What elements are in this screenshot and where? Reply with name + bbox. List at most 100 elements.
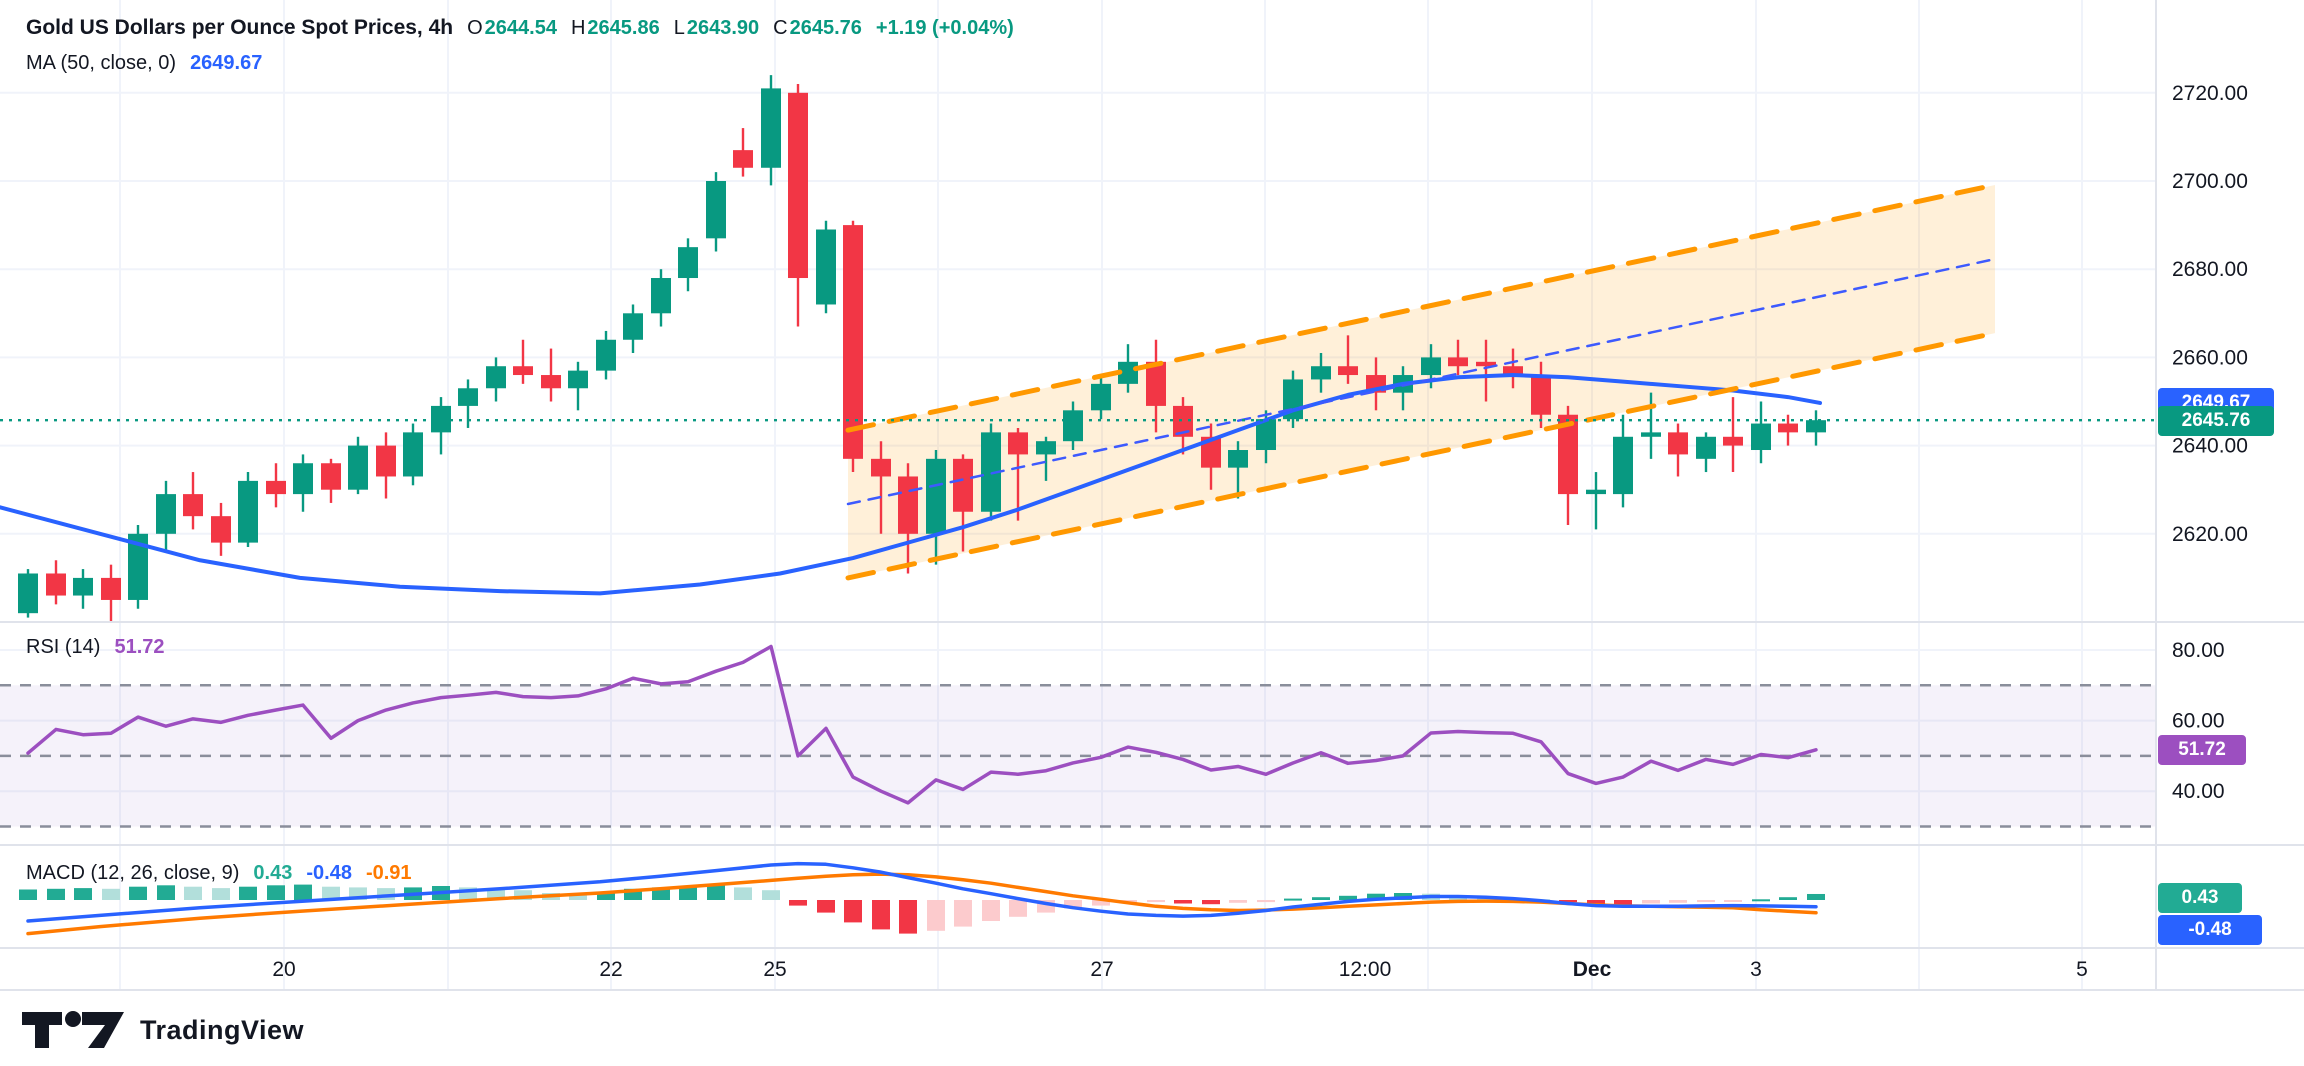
candle[interactable] [376, 445, 396, 477]
candle[interactable] [981, 432, 1001, 512]
price-axis-label[interactable]: 2640.00 [2172, 435, 2248, 458]
ohlc-high: H 2645.86 [570, 16, 660, 39]
time-axis-label[interactable]: 20 [272, 958, 295, 981]
rsi-legend[interactable]: RSI (14) 51.72 [26, 636, 165, 659]
time-axis-label[interactable]: 27 [1090, 958, 1113, 981]
symbol-legend[interactable]: Gold US Dollars per Ounce Spot Prices, 4… [26, 16, 1014, 40]
candle[interactable] [1091, 383, 1111, 411]
candle[interactable] [73, 577, 93, 596]
macd-histogram-bar [1064, 900, 1082, 909]
ma-legend[interactable]: MA (50, close, 0) 2649.67 [26, 52, 262, 75]
candle[interactable] [1806, 420, 1826, 433]
candle[interactable] [733, 150, 753, 168]
candle[interactable] [1503, 366, 1523, 376]
candle[interactable] [1173, 405, 1193, 437]
candle[interactable] [1586, 489, 1606, 495]
candle[interactable] [101, 577, 121, 600]
macd-histogram-bar [1669, 900, 1687, 903]
candle[interactable] [706, 181, 726, 239]
candle[interactable] [926, 458, 946, 534]
candle[interactable] [1778, 423, 1798, 433]
candle[interactable] [1448, 357, 1468, 367]
rsi-legend-value: 51.72 [114, 636, 165, 658]
tradingview-logo[interactable]: TradingView [20, 1008, 304, 1052]
candle[interactable] [678, 247, 698, 279]
candle[interactable] [293, 463, 313, 495]
candle[interactable] [1256, 419, 1276, 451]
candle[interactable] [238, 480, 258, 543]
candle[interactable] [1723, 436, 1743, 446]
macd-histogram-bar [19, 889, 37, 900]
price-axis-label[interactable]: 2680.00 [2172, 258, 2248, 281]
time-axis-label[interactable]: 3 [1750, 958, 1762, 981]
candle[interactable] [513, 366, 533, 376]
time-axis-label[interactable]: Dec [1573, 958, 1612, 981]
candle[interactable] [1421, 357, 1441, 376]
price-axis-label[interactable]: 2620.00 [2172, 523, 2248, 546]
candle[interactable] [46, 573, 66, 596]
time-axis-label[interactable]: 25 [763, 958, 786, 981]
price-axis-label[interactable]: 2720.00 [2172, 82, 2248, 105]
candle[interactable] [156, 494, 176, 534]
candle[interactable] [1338, 366, 1358, 376]
candle[interactable] [651, 278, 671, 314]
time-axis-label[interactable]: 5 [2076, 958, 2088, 981]
rsi-axis-label[interactable]: 40.00 [2172, 780, 2225, 803]
candle[interactable] [1146, 361, 1166, 406]
macd-histogram-bar [212, 888, 230, 900]
candle[interactable] [211, 516, 231, 543]
candle[interactable] [788, 92, 808, 279]
candle[interactable] [1118, 361, 1138, 384]
candle[interactable] [1228, 450, 1248, 468]
candle[interactable] [1613, 436, 1633, 495]
macd-histogram-bar [514, 890, 532, 900]
candle[interactable] [128, 533, 148, 600]
candle[interactable] [1063, 410, 1083, 442]
macd-histogram-bar [1779, 897, 1797, 900]
candle[interactable] [596, 339, 616, 371]
candle[interactable] [321, 463, 341, 490]
candle[interactable] [623, 313, 643, 340]
candle[interactable] [1008, 432, 1028, 455]
candle[interactable] [183, 494, 203, 517]
rsi-line [26, 644, 1818, 805]
candle[interactable] [1751, 423, 1771, 451]
candle[interactable] [1696, 436, 1716, 459]
candle[interactable] [18, 573, 38, 614]
macd-legend[interactable]: MACD (12, 26, close, 9) 0.43 -0.48 -0.91 [26, 862, 412, 885]
candle[interactable] [1036, 441, 1056, 455]
rsi-axis-label[interactable]: 60.00 [2172, 710, 2225, 733]
macd-histogram-bar [1009, 900, 1027, 917]
macd-histogram-bar [322, 886, 340, 900]
candle[interactable] [1531, 375, 1551, 415]
candle[interactable] [1641, 432, 1661, 437]
macd-histogram-bar [1147, 900, 1165, 903]
candle[interactable] [1311, 366, 1331, 380]
candle[interactable] [458, 388, 478, 406]
candle[interactable] [871, 458, 891, 477]
rsi-legend-label: RSI (14) [26, 636, 101, 658]
time-axis-label[interactable]: 22 [599, 958, 622, 981]
price-axis-label[interactable]: 2700.00 [2172, 170, 2248, 193]
candle[interactable] [568, 370, 588, 389]
candle[interactable] [816, 229, 836, 305]
macd-histogram-bar [1339, 895, 1357, 900]
candle[interactable] [1201, 436, 1221, 468]
macd-histogram-bar [1724, 900, 1742, 902]
candle[interactable] [541, 375, 561, 389]
candle[interactable] [1558, 414, 1578, 495]
rsi-axis-label[interactable]: 80.00 [2172, 639, 2225, 662]
candle[interactable] [953, 458, 973, 512]
candle[interactable] [348, 445, 368, 490]
candle[interactable] [843, 225, 863, 459]
candle[interactable] [1668, 432, 1688, 455]
candle[interactable] [266, 480, 286, 495]
candle[interactable] [1476, 361, 1496, 367]
candle[interactable] [761, 88, 781, 168]
candle[interactable] [898, 476, 918, 534]
price-axis-label[interactable]: 2660.00 [2172, 346, 2248, 369]
candle[interactable] [486, 366, 506, 389]
time-axis-label[interactable]: 12:00 [1339, 958, 1392, 981]
candle[interactable] [403, 432, 423, 477]
